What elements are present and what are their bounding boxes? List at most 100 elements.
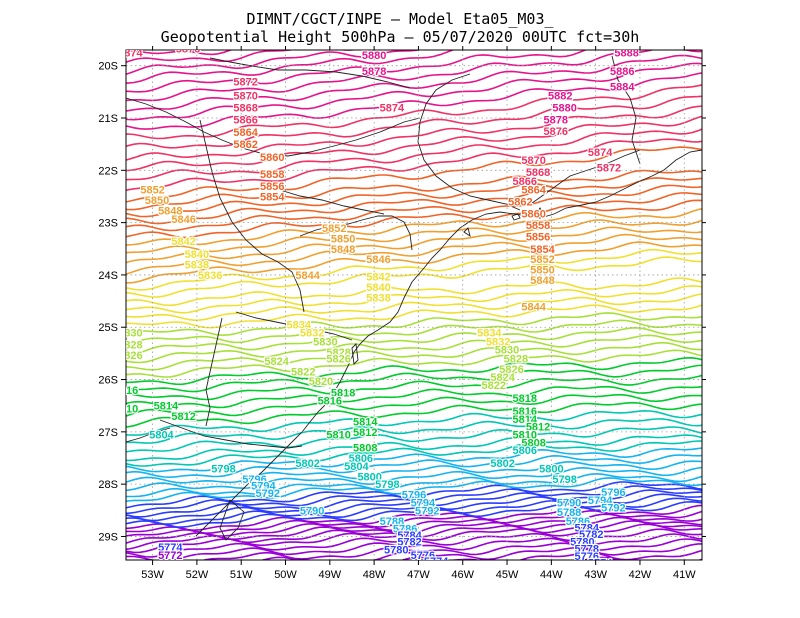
contour-label: 5782 bbox=[397, 537, 421, 549]
contour-label: 5762 bbox=[118, 571, 142, 583]
contour-line-5878 bbox=[126, 72, 702, 130]
contour-line-5880 bbox=[126, 62, 702, 121]
contour-label: 5796 bbox=[242, 474, 266, 486]
contour-label: 5812 bbox=[171, 411, 195, 423]
contour-line-5874 bbox=[126, 95, 702, 149]
contour-label: 5806 bbox=[349, 453, 373, 465]
contour-line-5770 bbox=[126, 509, 702, 535]
contour-label: 5850 bbox=[145, 195, 169, 207]
contour-label: 5870 bbox=[521, 155, 545, 167]
lon-tick-label: 49W bbox=[319, 569, 342, 581]
contour-label: 5802 bbox=[490, 458, 514, 470]
contour-line-5892 bbox=[126, 50, 359, 64]
axis-ticks bbox=[121, 46, 706, 565]
state-border-ms-mt bbox=[209, 57, 411, 89]
contour-line-5754 bbox=[259, 543, 702, 560]
coastline-and-borders bbox=[126, 55, 702, 541]
contour-label: 5864 bbox=[233, 127, 258, 139]
contour-label: 5812 bbox=[526, 422, 550, 434]
contour-label: 5768 bbox=[340, 571, 364, 583]
contour-label: 5826 bbox=[118, 350, 142, 362]
contour-label: 5828 bbox=[118, 339, 142, 351]
contour-line-5782 bbox=[126, 485, 702, 515]
lon-tick-label: 44W bbox=[540, 569, 563, 581]
contour-label: 5822 bbox=[482, 380, 506, 392]
contour-line-5884 bbox=[126, 50, 702, 102]
contour-label: 5850 bbox=[331, 233, 355, 245]
contour-label: 5810 bbox=[114, 403, 138, 415]
contour-line-5788 bbox=[126, 472, 702, 498]
island-ilha-grande bbox=[511, 213, 521, 221]
axis-tick-labels: 53W 52W 51W 50W 49W 48W 47W 46W 45W 44W 43W 42W 41W 2… bbox=[98, 61, 696, 581]
lon-tick-label: 47W bbox=[407, 569, 430, 581]
contour-line-5794 bbox=[126, 454, 702, 479]
state-border-sp-pr bbox=[299, 215, 413, 251]
contour-line-5864 bbox=[126, 146, 702, 203]
contour-line-5774 bbox=[126, 500, 702, 528]
contour-line-5862 bbox=[126, 169, 702, 211]
contour-label: 5834 bbox=[287, 320, 312, 332]
contour-label: 5818 bbox=[331, 388, 355, 400]
contour-label: 5822 bbox=[291, 367, 315, 379]
contour-label: 5790 bbox=[300, 505, 324, 517]
contour-line-5778 bbox=[126, 493, 702, 522]
contour-label: 5854 bbox=[260, 191, 285, 203]
contour-line-5810 bbox=[126, 393, 702, 417]
lat-lon-gridlines bbox=[126, 50, 702, 560]
contour-label: 5876 bbox=[176, 43, 200, 55]
contour-label: 5776 bbox=[575, 551, 599, 563]
contour-line-5812 bbox=[126, 385, 702, 409]
contour-label: 5860 bbox=[521, 209, 545, 221]
contour-line-5846 bbox=[126, 233, 702, 275]
map-frame bbox=[125, 49, 703, 561]
lat-tick-label: 23S bbox=[98, 218, 118, 230]
lon-tick-label: 52W bbox=[186, 569, 209, 581]
contour-line-5844 bbox=[126, 241, 702, 284]
contour-line-5798 bbox=[126, 440, 702, 467]
contour-label: 5868 bbox=[233, 103, 257, 115]
contour-label: 5800 bbox=[357, 471, 381, 483]
contour-line-5804 bbox=[126, 418, 702, 444]
contour-label: 5852 bbox=[140, 185, 164, 197]
contour-label: 5780 bbox=[384, 545, 408, 557]
contour-label: 5846 bbox=[366, 254, 390, 266]
contour-label: 5874 bbox=[380, 103, 405, 115]
contour-line-5826 bbox=[126, 327, 702, 356]
contour-label: 5782 bbox=[579, 529, 603, 541]
lat-tick-label: 25S bbox=[98, 322, 118, 334]
guanabara-bay bbox=[535, 207, 545, 217]
contour-label: 5824 bbox=[264, 356, 289, 368]
contour-label: 5784 bbox=[575, 523, 600, 535]
contour-label: 5820 bbox=[309, 376, 333, 388]
contour-label: 5860 bbox=[260, 152, 284, 164]
lon-tick-label: 41W bbox=[673, 569, 696, 581]
lat-tick-label: 21S bbox=[98, 113, 118, 125]
contour-label: 5838 bbox=[185, 259, 209, 271]
contour-label: 5808 bbox=[353, 443, 377, 455]
contour-label: 5824 bbox=[490, 372, 515, 384]
contour-label: 5806 bbox=[513, 445, 537, 457]
contour-label: 5772 bbox=[428, 563, 452, 575]
contour-label: 5802 bbox=[295, 458, 319, 470]
contour-label: 5774 bbox=[158, 542, 183, 554]
contour-label: 5786 bbox=[393, 524, 417, 536]
contour-line-5876 bbox=[126, 84, 702, 140]
state-border-mg-rj bbox=[527, 149, 641, 207]
contour-line-5818 bbox=[126, 356, 702, 386]
lon-tick-label: 51W bbox=[230, 569, 253, 581]
contour-label: 5800 bbox=[539, 463, 563, 475]
lon-tick-label: 42W bbox=[629, 569, 652, 581]
lat-tick-label: 27S bbox=[98, 427, 118, 439]
contour-label: 5768 bbox=[513, 584, 537, 596]
contour-line-5882 bbox=[126, 54, 702, 112]
contour-label: 5796 bbox=[402, 490, 426, 502]
contour-label: 5856 bbox=[526, 232, 550, 244]
contour-label: 5870 bbox=[233, 91, 257, 103]
contour-label: 5826 bbox=[326, 354, 350, 366]
contour-line-5850 bbox=[126, 219, 702, 254]
contour-label: 5792 bbox=[601, 503, 625, 515]
contour-label: 5844 bbox=[521, 301, 546, 313]
lat-tick-label: 29S bbox=[98, 531, 118, 543]
contour-label: 5854 bbox=[530, 244, 555, 256]
contour-line-5800 bbox=[126, 434, 702, 462]
